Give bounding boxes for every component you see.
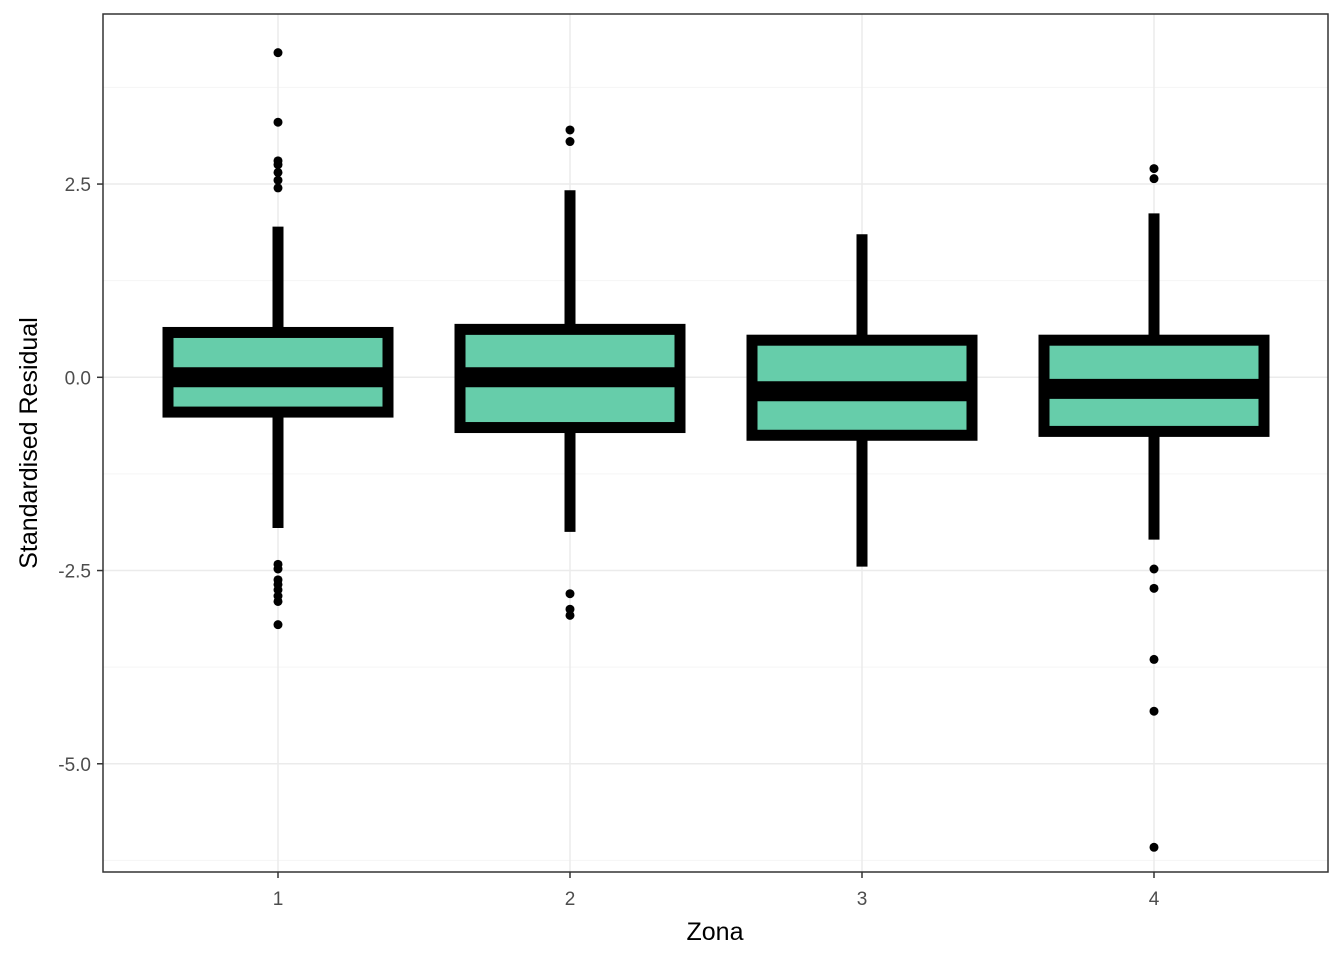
y-tick-label: 2.5 bbox=[65, 175, 91, 196]
outlier-point bbox=[1149, 583, 1159, 593]
outlier-point bbox=[273, 620, 283, 630]
x-tick-label: 3 bbox=[857, 889, 868, 910]
outlier-point bbox=[565, 604, 575, 614]
box-group-1 bbox=[162, 48, 394, 630]
y-tick-label: 0.0 bbox=[65, 368, 91, 389]
outlier-point bbox=[273, 117, 283, 127]
outlier-point bbox=[1149, 706, 1159, 716]
plot-panel-border bbox=[102, 13, 1329, 873]
outlier-point bbox=[1149, 174, 1159, 184]
outlier-point bbox=[273, 48, 283, 58]
outlier-point bbox=[273, 167, 283, 177]
outlier-point bbox=[273, 596, 283, 606]
boxes bbox=[162, 48, 1270, 852]
outlier-point bbox=[273, 183, 283, 193]
outlier-point bbox=[1149, 564, 1159, 574]
outlier-point bbox=[1149, 654, 1159, 664]
outlier-point bbox=[273, 160, 283, 170]
outlier-point bbox=[1149, 842, 1159, 852]
x-tick-label: 2 bbox=[565, 889, 576, 910]
box-group-2 bbox=[454, 125, 686, 620]
outlier-point bbox=[565, 589, 575, 599]
outlier-point bbox=[565, 125, 575, 135]
box-group-3 bbox=[746, 234, 978, 567]
x-tick-label: 4 bbox=[1149, 889, 1160, 910]
x-tick-label: 1 bbox=[273, 889, 284, 910]
box-group-4 bbox=[1038, 164, 1270, 852]
outlier-point bbox=[1149, 164, 1159, 174]
outlier-point bbox=[565, 137, 575, 147]
y-axis-title: Standardised Residual bbox=[15, 317, 43, 569]
x-axis-title: Zona bbox=[687, 918, 744, 946]
axes: -5.0 -2.5 0.0 2.5 1 2 3 4 bbox=[58, 175, 1159, 910]
outlier-point bbox=[273, 175, 283, 185]
outlier-point bbox=[273, 564, 283, 574]
y-tick-label: -5.0 bbox=[58, 755, 91, 776]
outlier-point bbox=[565, 610, 575, 620]
y-tick-label: -2.5 bbox=[58, 562, 91, 583]
outlier-point bbox=[273, 585, 283, 595]
